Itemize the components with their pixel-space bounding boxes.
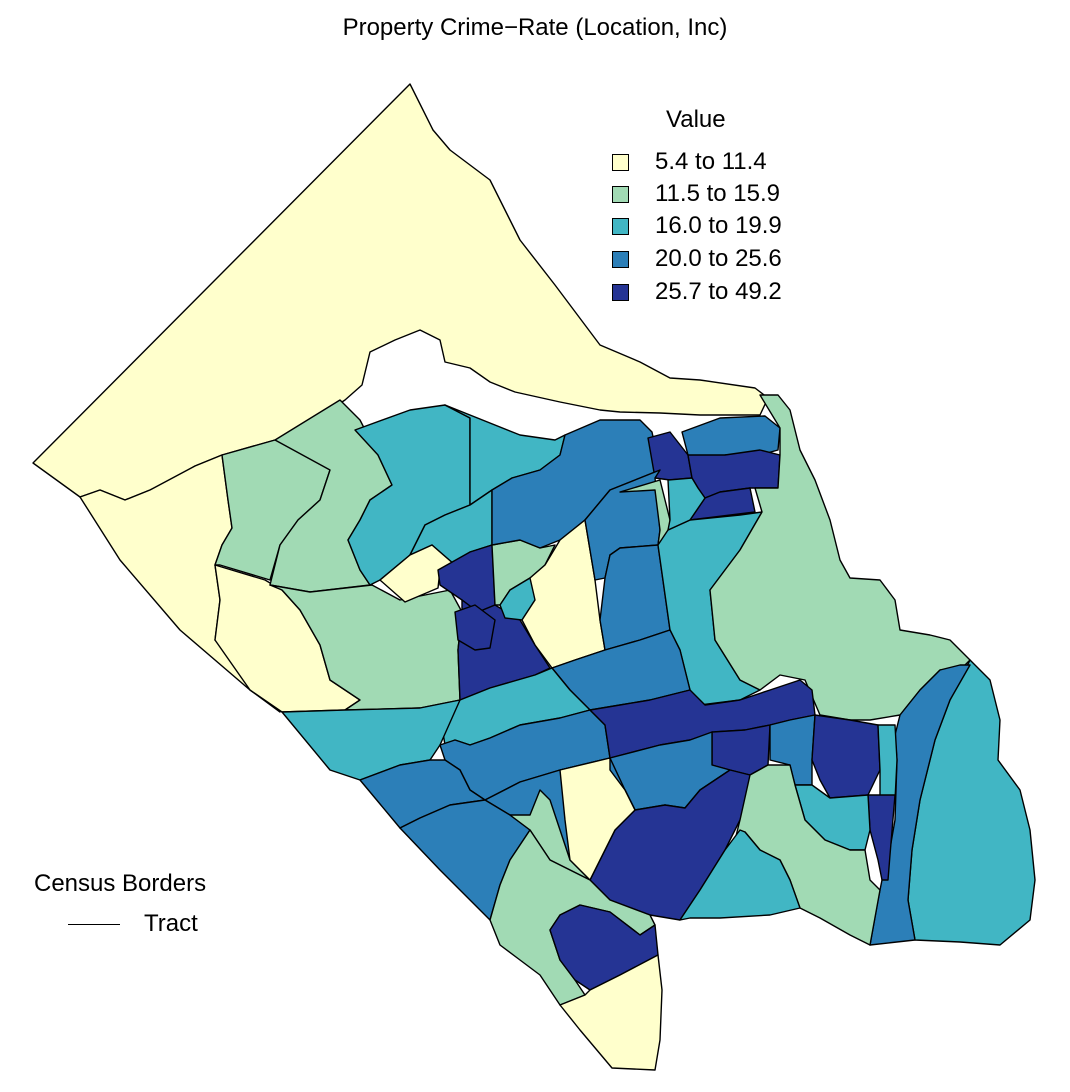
census-tract: [281, 699, 461, 781]
legend-title: Value: [666, 106, 726, 133]
legend-swatch: [612, 283, 629, 301]
legend-label: 16.0 to 19.9: [655, 212, 782, 239]
census-tract: [679, 829, 801, 921]
legend-swatch: [612, 153, 629, 171]
map-title: Property Crime−Rate (Location, Inc): [342, 14, 728, 41]
legend-swatch: [612, 250, 629, 268]
borders-legend-label: Tract: [144, 910, 198, 937]
legend-item: 5.4 to 11.4: [612, 148, 767, 175]
legend-label: 25.7 to 49.2: [655, 278, 782, 305]
tract-line-symbol: [68, 923, 120, 925]
legend-item: 25.7 to 49.2: [612, 278, 782, 305]
legend-item: 11.5 to 15.9: [612, 180, 780, 207]
legend-label: 5.4 to 11.4: [655, 148, 767, 175]
census-tract: [559, 757, 636, 881]
legend-item: 20.0 to 25.6: [612, 245, 782, 272]
borders-legend-item: Tract: [68, 910, 198, 938]
census-tract: [877, 724, 898, 801]
census-tract: [867, 794, 896, 881]
legend-label: 11.5 to 15.9: [655, 180, 780, 207]
census-tract: [811, 714, 881, 799]
census-tract: [559, 954, 663, 1071]
census-tract: [667, 477, 706, 531]
legend-swatch: [612, 185, 629, 203]
legend-label: 20.0 to 25.6: [655, 245, 782, 272]
census-tract: [454, 604, 496, 651]
legend-swatch: [612, 217, 629, 235]
borders-legend-title: Census Borders: [34, 870, 207, 897]
legend-item: 16.0 to 19.9: [612, 212, 782, 239]
